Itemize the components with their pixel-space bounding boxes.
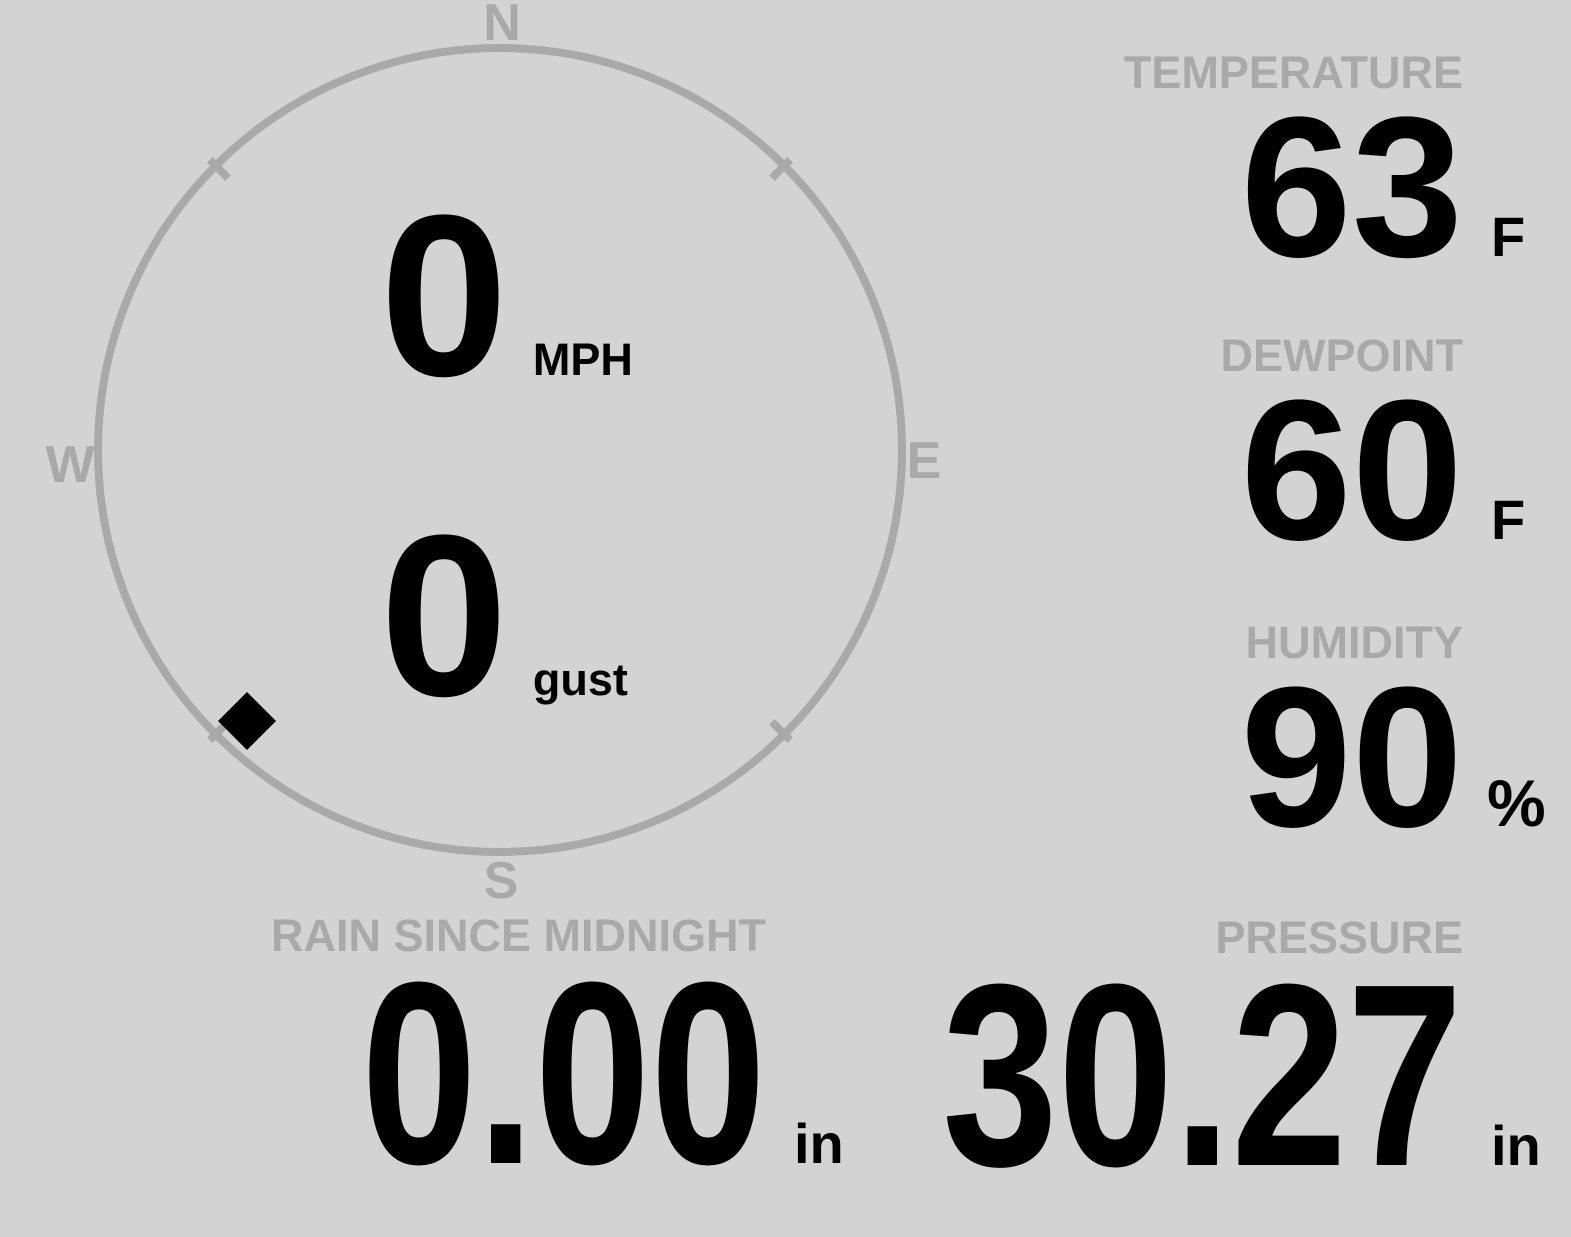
metric-temperature: TEMPERATURE 63 F (1124, 50, 1547, 288)
metric-pressure-value-row: 30.27 in (812, 946, 1547, 1206)
metric-rain-value: 0.00 (361, 929, 766, 1219)
metric-dewpoint: DEWPOINT 60 F (1221, 333, 1548, 571)
metric-dewpoint-value: 60 (1240, 359, 1463, 582)
compass-label-west: W (45, 436, 95, 494)
metric-dewpoint-unit: F (1491, 488, 1526, 551)
metric-dewpoint-value-row: 60 F (1221, 371, 1548, 571)
metric-humidity-unit: % (1487, 766, 1546, 840)
wind-gust-value: 0 (380, 487, 508, 744)
compass-ring (94, 44, 906, 856)
compass-label-south: S (483, 852, 519, 910)
metric-humidity: HUMIDITY 90 % (1241, 620, 1547, 858)
metric-pressure-label: PRESSURE (1215, 912, 1463, 963)
metric-pressure-unit: in (1491, 1114, 1541, 1177)
metric-dewpoint-label: DEWPOINT (1220, 330, 1464, 381)
wind-speed-reading: 0 MPH (380, 181, 633, 411)
wind-gust-reading: 0 gust (380, 501, 628, 731)
metric-pressure: PRESSURE 30.27 in (812, 915, 1547, 1206)
metric-humidity-value-row: 90 % (1241, 658, 1547, 858)
metric-humidity-label: HUMIDITY (1245, 617, 1464, 668)
metric-rain-value-row: 0.00 in (260, 944, 850, 1204)
wind-gust-unit: gust (532, 654, 628, 705)
wind-speed-value: 0 (380, 167, 508, 424)
wind-speed-unit: MPH (532, 334, 633, 385)
metric-temperature-value: 63 (1240, 76, 1463, 299)
metric-humidity-value: 90 (1240, 646, 1463, 869)
metric-pressure-value: 30.27 (942, 931, 1463, 1221)
wind-panel: N E S W 0 MPH 0 gust (0, 0, 1000, 910)
metric-rain-unit: in (794, 1112, 844, 1175)
compass-label-north: N (483, 0, 521, 52)
metric-rain-since-midnight: RAIN SINCE MIDNIGHT 0.00 in (260, 913, 850, 1204)
metric-rain-label: RAIN SINCE MIDNIGHT (271, 910, 766, 961)
metric-temperature-value-row: 63 F (1124, 88, 1547, 288)
metric-temperature-label: TEMPERATURE (1123, 47, 1463, 98)
compass-label-east: E (906, 432, 942, 490)
metric-temperature-unit: F (1491, 205, 1526, 268)
